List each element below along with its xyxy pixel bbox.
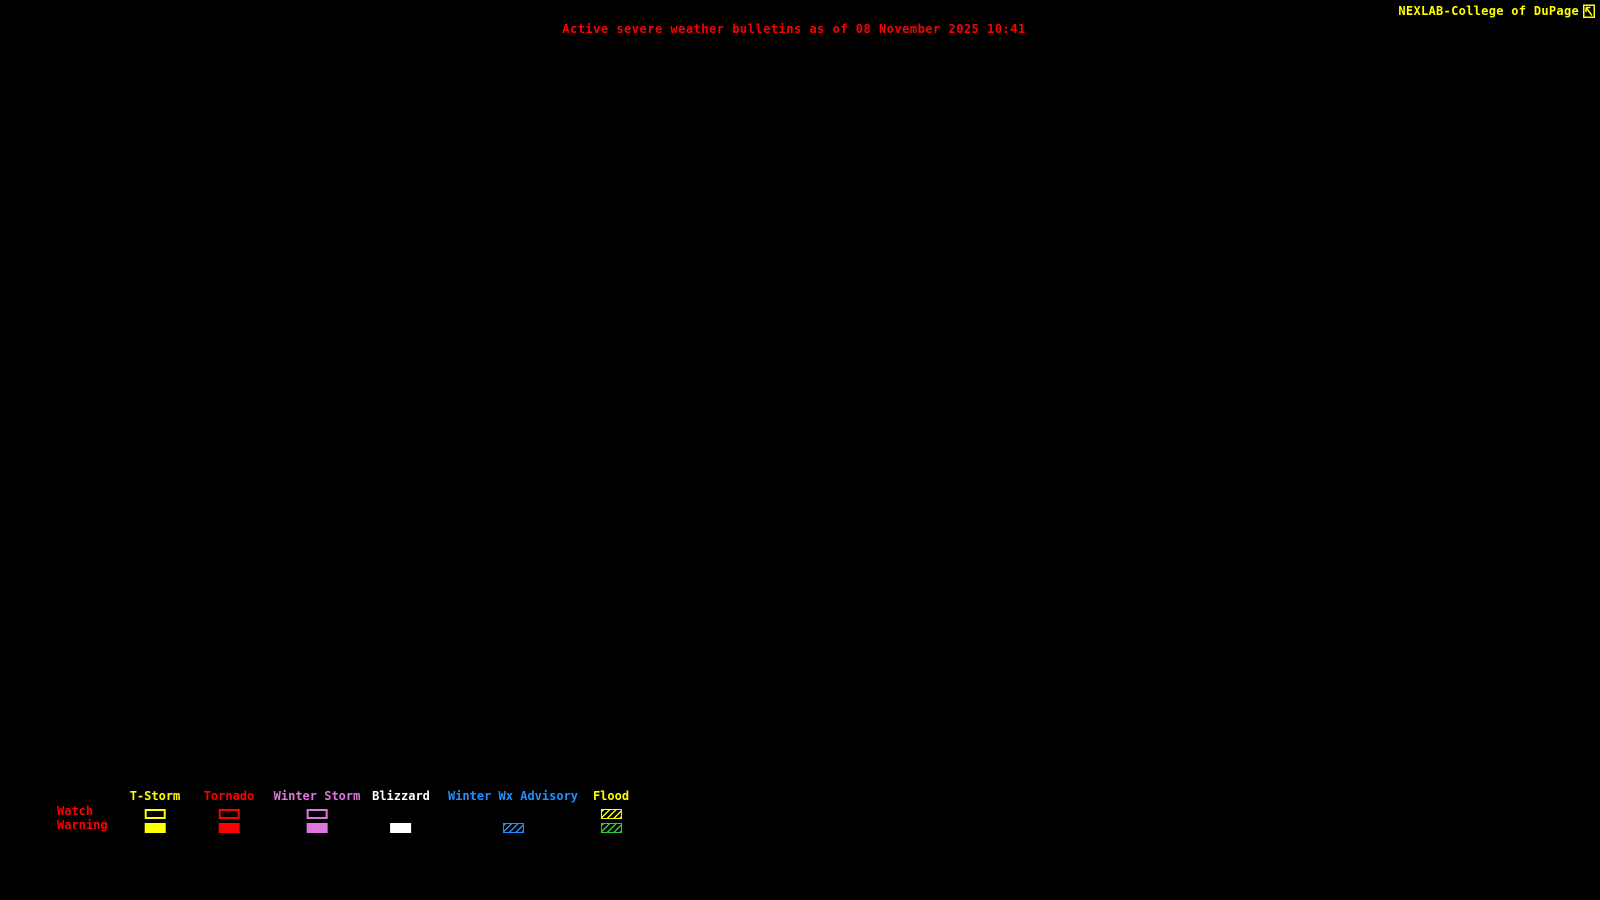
bulletin-title: Active severe weather bulletins as of 08… xyxy=(562,22,1026,36)
winter-storm-watch-swatch xyxy=(306,809,328,819)
legend-column-t-storm: T-Storm xyxy=(129,789,181,834)
t-storm-watch-slot xyxy=(130,808,181,820)
nw-arrow-box-icon xyxy=(1583,4,1595,18)
blizzard-warning-swatch xyxy=(390,823,412,833)
winter-wx-advisory-warning-slot xyxy=(448,822,578,834)
flood-warning-slot xyxy=(593,822,629,834)
winter-wx-advisory-warning-swatch xyxy=(502,823,524,833)
winter-wx-advisory-watch-slot xyxy=(448,808,578,820)
legend-column-label-flood: Flood xyxy=(592,789,630,803)
legend-column-tornado: Tornado xyxy=(203,789,255,834)
legend-column-flood: Flood xyxy=(593,789,629,834)
legend-column-label-winter-wx-advisory: Winter Wx Advisory xyxy=(447,789,579,803)
legend-column-label-tornado: Tornado xyxy=(203,789,255,803)
blizzard-watch-slot xyxy=(372,808,430,820)
flood-watch-slot xyxy=(593,808,629,820)
flood-watch-swatch xyxy=(600,809,622,819)
legend-column-label-t-storm: T-Storm xyxy=(129,789,181,803)
tornado-warning-swatch xyxy=(218,823,240,833)
brand-label: NEXLAB-College of DuPage xyxy=(1398,4,1579,18)
legend-column-winter-wx-advisory: Winter Wx Advisory xyxy=(448,789,578,834)
tornado-watch-slot xyxy=(204,808,255,820)
brand: NEXLAB-College of DuPage xyxy=(1398,4,1595,18)
winter-storm-warning-slot xyxy=(274,822,361,834)
legend-row-label-warning: Warning xyxy=(57,818,108,832)
tornado-warning-slot xyxy=(204,822,255,834)
tornado-watch-swatch xyxy=(218,809,240,819)
t-storm-warning-swatch xyxy=(144,823,166,833)
flood-warning-swatch xyxy=(600,823,622,833)
legend-column-label-blizzard: Blizzard xyxy=(372,789,430,803)
t-storm-warning-slot xyxy=(130,822,181,834)
winter-storm-warning-swatch xyxy=(306,823,328,833)
blizzard-warning-slot xyxy=(372,822,430,834)
legend-row-label-watch: Watch xyxy=(57,804,94,818)
legend-column-label-winter-storm: Winter Storm xyxy=(273,789,361,803)
winter-storm-watch-slot xyxy=(274,808,361,820)
legend-column-blizzard: Blizzard xyxy=(372,789,430,834)
legend-column-winter-storm: Winter Storm xyxy=(273,789,361,834)
t-storm-watch-swatch xyxy=(144,809,166,819)
